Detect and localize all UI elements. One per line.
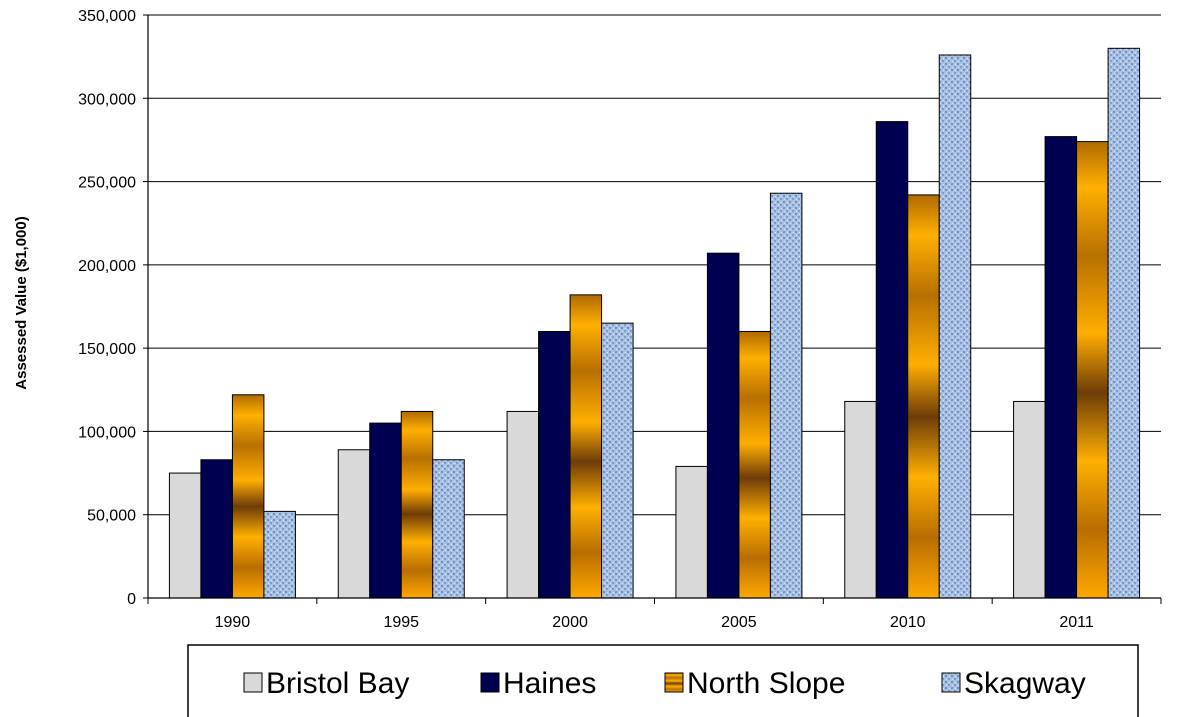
bar-north-slope [569, 294, 603, 599]
x-tick-label: 2005 [721, 614, 757, 631]
legend-swatch-north-slope [664, 672, 684, 693]
legend-label-haines: Haines [503, 667, 596, 700]
bar-bristol-bay [168, 472, 202, 599]
y-tick-label: 0 [127, 591, 136, 608]
bar-skagway [601, 322, 634, 599]
y-tick-label: 100,000 [78, 424, 136, 441]
x-tick-label: 2000 [552, 614, 588, 631]
legend-label-north-slope: North Slope [687, 667, 845, 700]
bar-haines [875, 121, 909, 599]
bar-bristol-bay [337, 449, 371, 599]
bar-bristol-bay [844, 400, 877, 599]
bar-north-slope [907, 194, 940, 599]
bars [168, 47, 1141, 599]
bar-north-slope [400, 410, 434, 599]
legend-swatch-skagway [941, 672, 961, 693]
y-tick-label: 150,000 [78, 341, 136, 358]
axes [143, 14, 1162, 604]
bar-north-slope [1076, 141, 1109, 599]
y-tick-label: 200,000 [78, 258, 136, 275]
legend-box [187, 644, 1139, 717]
bar-haines [706, 252, 740, 599]
x-tick-label: 2010 [890, 614, 926, 631]
bar-skagway [769, 192, 803, 599]
legend-label-skagway: Skagway [964, 667, 1086, 700]
legend-label-bristol-bay: Bristol Bay [266, 667, 409, 700]
y-tick-label: 300,000 [78, 91, 136, 108]
legend: Bristol Bay Haines North Slope Skagway [187, 644, 1139, 717]
bar-haines [538, 330, 571, 599]
bar-north-slope [738, 330, 771, 599]
bar-skagway [938, 54, 972, 599]
y-tick-label: 50,000 [87, 508, 136, 525]
bar-haines [200, 459, 233, 599]
y-tick-labels: 0 50,000 100,000 150,000 200,000 250,000 300,0… [78, 8, 136, 608]
x-tick-label: 1995 [383, 614, 419, 631]
y-tick-label: 250,000 [78, 175, 136, 192]
bar-north-slope [231, 394, 265, 599]
bar-skagway [1107, 47, 1141, 599]
bar-bristol-bay [1013, 400, 1046, 599]
y-axis-title: Assessed Value ($1,000) [13, 216, 30, 389]
bar-skagway [432, 459, 465, 599]
legend-swatch-bristol-bay [243, 672, 263, 693]
y-tick-label: 350,000 [78, 8, 136, 25]
bar-haines [1044, 136, 1078, 599]
gridlines [148, 14, 1161, 516]
bar-bristol-bay [506, 410, 540, 599]
bar-skagway [263, 510, 296, 599]
x-tick-label: 1990 [215, 614, 251, 631]
x-tick-label: 2011 [1059, 614, 1094, 631]
bar-haines [369, 422, 402, 599]
legend-swatch-haines [480, 672, 500, 693]
bar-bristol-bay [675, 465, 708, 599]
x-tick-labels: 1990 1995 2000 2005 2010 2011 [215, 614, 1094, 631]
